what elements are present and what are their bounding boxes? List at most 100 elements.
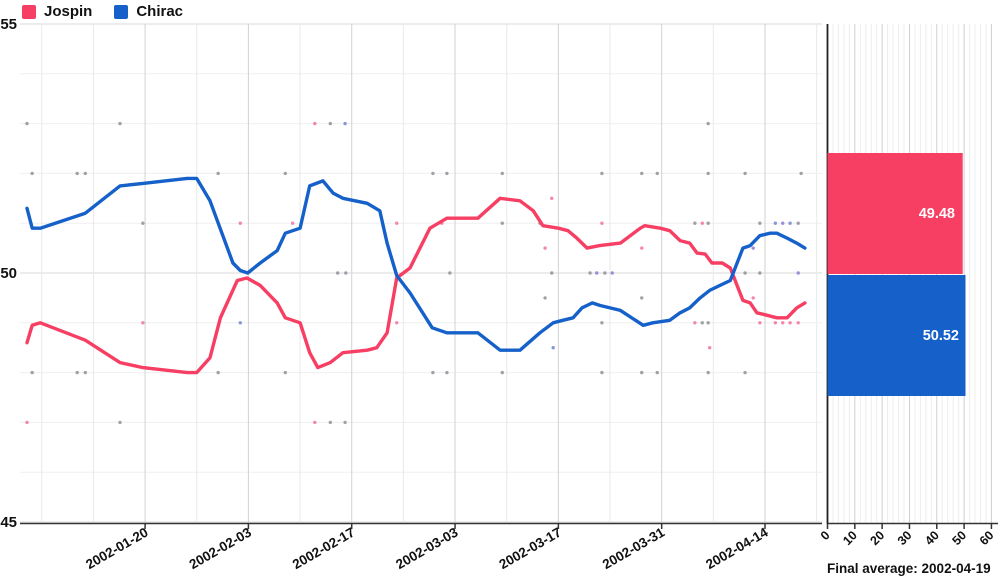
poll-scatter-dot (693, 221, 697, 225)
poll-scatter-dot (600, 370, 604, 375)
poll-scatter-dot (83, 171, 88, 176)
poll-scatter-dot (640, 296, 644, 300)
poll-scatter-dot (751, 246, 755, 250)
poll-scatter-dot (743, 171, 747, 176)
poll-scatter-dot (500, 370, 504, 375)
poll-scatter-dot (313, 420, 317, 425)
y-tick-label: 55 (0, 16, 17, 33)
poll-scatter-dot (640, 246, 644, 250)
x-tick-label: 2002-03-03 (393, 524, 461, 572)
side-tick-label: 40 (922, 528, 942, 548)
poll-scatter-dot (751, 296, 755, 300)
x-tick-label: 2002-02-17 (290, 525, 357, 573)
poll-scatter-dot (655, 370, 659, 375)
poll-scatter-dot (796, 221, 800, 225)
poll-scatter-dot (543, 246, 547, 250)
poll-scatter-dot (25, 121, 29, 126)
poll-scatter-dot (588, 271, 592, 275)
poll-scatter-dot (773, 221, 778, 225)
final-average-bar-jospin (827, 153, 963, 274)
poll-scatter-dot (743, 271, 747, 275)
poll-scatter-dot (743, 370, 747, 375)
poll-scatter-dot (344, 271, 348, 275)
poll-scatter-dot (30, 370, 34, 375)
poll-scatter-dot (706, 321, 710, 325)
side-tick-label: 10 (840, 528, 860, 548)
poll-scatter-dot (75, 370, 79, 375)
poll-scatter-dot (600, 221, 604, 225)
poll-scatter-dot (445, 370, 449, 375)
poll-scatter-dot (550, 271, 554, 275)
x-tick-label: 2002-03-31 (600, 524, 668, 572)
chirac-final-average-value: 50.52 (922, 328, 959, 344)
poll-scatter-dot (788, 321, 792, 325)
jospin-color-swatch (22, 4, 36, 19)
legend-item-chirac: Chirac (114, 3, 183, 20)
final-average-bar-chirac (827, 275, 966, 396)
poll-scatter-dot (706, 171, 710, 176)
side-tick-label: 0 (818, 528, 833, 543)
poll-scatter-dot (640, 370, 644, 375)
poll-scatter-dot (706, 370, 710, 375)
poll-scatter-dot (500, 171, 504, 176)
chirac-color-swatch (114, 4, 129, 19)
poll-scatter-dot (75, 171, 79, 176)
poll-scatter-dot (700, 221, 704, 225)
side-tick-label: 50 (949, 528, 969, 548)
poll-scatter-dot (283, 171, 287, 176)
poll-scatter-dot (781, 321, 785, 325)
poll-scatter-dot (431, 370, 435, 375)
side-tick-label: 60 (977, 528, 997, 548)
poll-scatter-dot (238, 321, 242, 325)
poll-scatter-dot (758, 271, 762, 275)
poll-scatter-dot (796, 321, 800, 325)
poll-scatter-dot (216, 171, 220, 176)
poll-scatter-dot (328, 121, 333, 126)
trend-line-chirac (25, 176, 807, 352)
poll-scatter-dot (693, 321, 697, 325)
y-tick-label: 50 (0, 265, 17, 282)
poll-scatter-dot (238, 221, 242, 225)
poll-scatter-dot (600, 321, 604, 325)
legend-label-jospin: Jospin (44, 3, 93, 20)
poll-scatter-dot (600, 171, 604, 176)
x-tick-label: 2002-01-20 (83, 525, 150, 573)
poll-scatter-dot (706, 121, 710, 126)
poll-scatter-dot (595, 271, 599, 275)
poll-scatter-dot (788, 221, 792, 225)
poll-scatter-dot (328, 420, 333, 425)
poll-scatter-dot (655, 171, 659, 176)
poll-scatter-dot (640, 171, 644, 176)
poll-scatter-dot (283, 370, 287, 375)
poll-scatter-dot (758, 321, 762, 325)
x-tick-label: 2002-03-17 (497, 525, 564, 573)
poll-scatter-dot (118, 121, 122, 126)
poll-scatter-dot (395, 221, 399, 225)
poll-scatter-dot (781, 221, 785, 225)
jospin-final-average-value: 49.48 (918, 206, 955, 222)
poll-scatter-dot (313, 121, 317, 126)
poll-scatter-dot (343, 121, 347, 126)
poll-scatter-dot (335, 271, 340, 275)
poll-scatter-dot (543, 296, 547, 300)
poll-scatter-dot (118, 420, 122, 425)
poll-scatter-dot (25, 420, 29, 425)
poll-scatter-dot (395, 321, 399, 325)
side-tick-label: 20 (868, 528, 888, 548)
poll-scatter-dot (431, 171, 435, 176)
poll-scatter-dot (551, 346, 555, 350)
legend-item-jospin: Jospin (22, 3, 92, 20)
poll-scatter-dot (796, 271, 800, 275)
poll-scatter-dot (448, 271, 452, 275)
x-tick-label: 2002-04-14 (703, 524, 771, 572)
poll-scatter-dot (445, 171, 449, 176)
poll-scatter-dot (706, 221, 710, 225)
poll-scatter-dot (343, 420, 347, 425)
poll-scatter-dot (773, 321, 778, 325)
poll-scatter-dot (141, 321, 145, 325)
poll-scatter-dot (707, 346, 712, 350)
poll-scatter-dot (500, 221, 504, 225)
poll-scatter-dot (700, 321, 704, 325)
